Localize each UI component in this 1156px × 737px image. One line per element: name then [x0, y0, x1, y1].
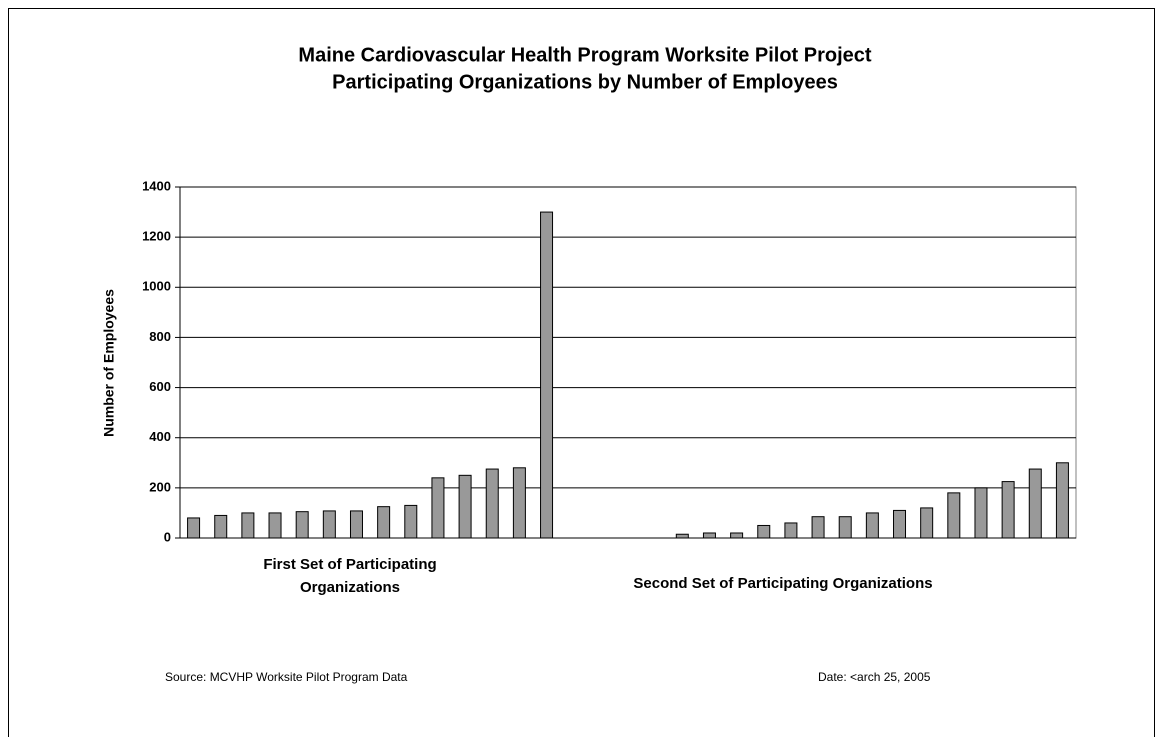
bar [241, 512, 255, 539]
y-tick-label: 1200 [142, 229, 171, 244]
bar [512, 467, 526, 539]
bar [811, 516, 825, 539]
bar [268, 512, 282, 539]
bar [730, 532, 744, 539]
bar [920, 507, 934, 539]
bar [377, 506, 391, 539]
bar [485, 468, 499, 539]
bar [757, 524, 771, 539]
bar [431, 477, 445, 539]
y-tick-label: 600 [149, 379, 171, 394]
y-tick-label: 0 [164, 529, 171, 544]
bar [675, 533, 689, 539]
source-note: Source: MCVHP Worksite Pilot Program Dat… [165, 670, 408, 684]
bar [1001, 481, 1015, 539]
bar [974, 487, 988, 539]
bar [947, 492, 961, 539]
plot-area [179, 186, 1077, 539]
y-tick-label: 800 [149, 329, 171, 344]
group-label: Organizations [300, 579, 400, 596]
y-axis-label: Number of Employees [101, 289, 117, 437]
bar [1055, 462, 1069, 539]
bar [865, 512, 879, 539]
bar [838, 516, 852, 539]
bar [295, 511, 309, 539]
y-tick-label: 200 [149, 479, 171, 494]
bar [187, 517, 201, 539]
bar [458, 474, 472, 539]
bar [784, 522, 798, 539]
y-tick-label: 1400 [142, 178, 171, 193]
bar [1028, 468, 1042, 539]
bar [404, 504, 418, 539]
chart-border [8, 8, 1155, 737]
group-label: Second Set of Participating Organization… [633, 575, 932, 592]
chart-title: Maine Cardiovascular Health Program Work… [298, 44, 871, 66]
group-label: First Set of Participating [263, 556, 436, 573]
bar [893, 509, 907, 539]
chart-subtitle: Participating Organizations by Number of… [332, 71, 838, 93]
bar [322, 510, 336, 539]
date-note: Date: <arch 25, 2005 [818, 670, 931, 684]
bar [540, 211, 554, 539]
bar [349, 510, 363, 539]
bar [702, 532, 716, 539]
y-tick-label: 1000 [142, 279, 171, 294]
bar [214, 514, 228, 539]
y-tick-label: 400 [149, 429, 171, 444]
